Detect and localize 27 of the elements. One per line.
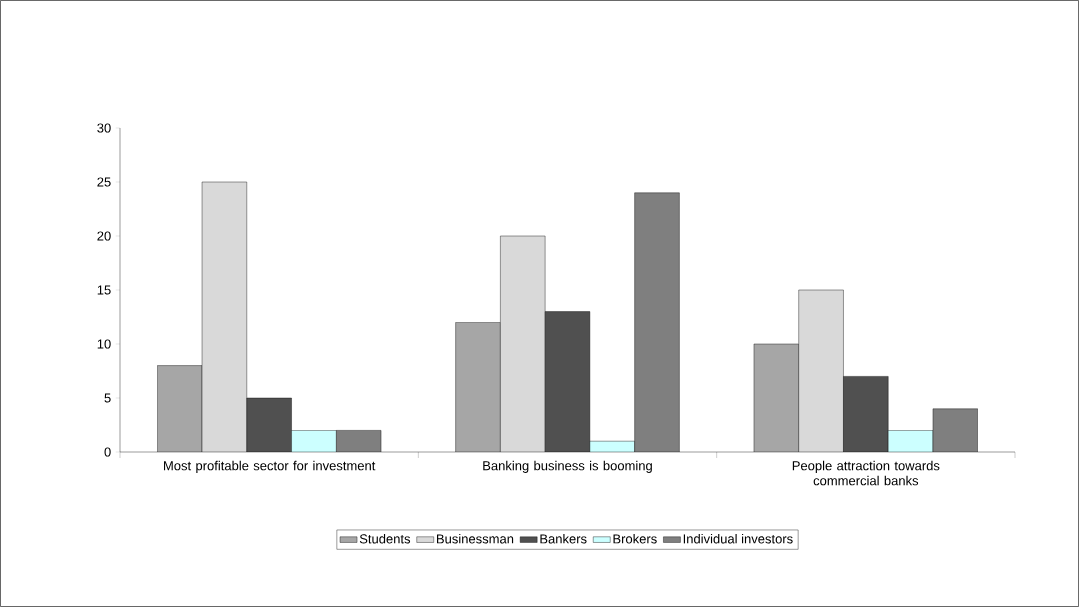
y-tick-label: 0 bbox=[104, 447, 111, 457]
legend-label: Brokers bbox=[613, 533, 657, 544]
bar bbox=[932, 408, 978, 452]
bar bbox=[545, 311, 590, 452]
bar bbox=[157, 365, 203, 452]
legend-label: Individual investors bbox=[683, 533, 793, 544]
y-tick-label: 30 bbox=[97, 123, 111, 133]
bar bbox=[291, 430, 337, 452]
y-tick-label: 15 bbox=[97, 285, 111, 295]
legend-label: Businessman bbox=[437, 533, 514, 544]
y-tick-label: 25 bbox=[97, 177, 111, 187]
x-tick-label: People attraction towards commercial banks bbox=[792, 460, 940, 486]
bar bbox=[202, 182, 247, 452]
bar bbox=[246, 398, 292, 452]
bar bbox=[500, 236, 546, 452]
bar bbox=[455, 322, 501, 452]
legend-label: Bankers bbox=[540, 533, 587, 544]
y-tick-label: 10 bbox=[97, 339, 111, 349]
bar bbox=[843, 376, 889, 452]
x-tick-label: Banking business is booming bbox=[483, 460, 652, 473]
bar bbox=[634, 192, 680, 452]
y-tick-label: 20 bbox=[97, 231, 111, 241]
legend-label: Students bbox=[359, 533, 411, 544]
bar bbox=[798, 289, 844, 452]
y-tick-label: 5 bbox=[104, 393, 111, 403]
bar bbox=[753, 343, 799, 452]
x-tick-label: Most profitable sector for investment bbox=[164, 460, 376, 473]
